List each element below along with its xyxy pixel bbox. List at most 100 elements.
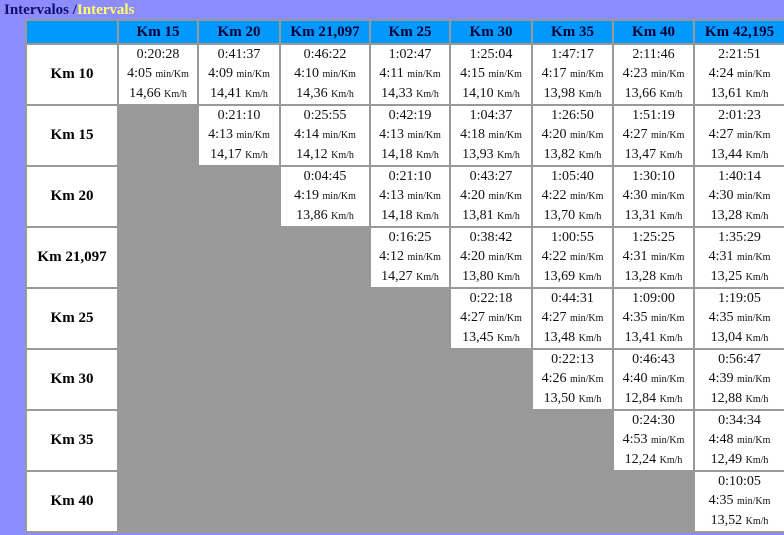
speed-value: 13,31 (624, 208, 657, 223)
speed-unit: Km/h (578, 89, 602, 100)
interval-pace: 4:30 min/Km (614, 186, 693, 206)
pace-value: 4:12 (379, 249, 405, 264)
interval-pace: 4:20 min/Km (451, 186, 531, 206)
column-header: Km 30 (451, 21, 531, 43)
pace-unit: min/Km (651, 69, 685, 80)
speed-unit: Km/h (659, 150, 683, 161)
speed-unit: Km/h (745, 272, 769, 283)
interval-speed: 14,33 Km/h (371, 84, 449, 104)
table-row: Km 25 0:22:18 4:27 min/Km 13,45 Km/h 0:44:31… (27, 289, 784, 348)
pace-unit: min/Km (570, 252, 604, 263)
pace-value: 4:14 (294, 127, 320, 142)
pace-value: 4:27 (541, 310, 567, 325)
interval-pace: 4:20 min/Km (451, 247, 531, 267)
pace-unit: min/Km (737, 130, 771, 141)
interval-time: 0:20:28 (136, 47, 180, 62)
pace-unit: min/Km (407, 191, 441, 202)
interval-pace: 4:05 min/Km (119, 64, 197, 84)
speed-value: 13,66 (624, 86, 657, 101)
pace-value: 4:10 (294, 66, 320, 81)
speed-unit: Km/h (659, 89, 683, 100)
interval-speed: 14,18 Km/h (371, 145, 449, 165)
empty-cell (119, 350, 197, 409)
interval-pace: 4:09 min/Km (199, 64, 279, 84)
interval-speed: 13,81 Km/h (451, 206, 531, 226)
interval-cell: 0:56:47 4:39 min/Km 12,88 Km/h (695, 350, 784, 409)
speed-value: 13,48 (543, 330, 576, 345)
empty-cell (371, 411, 449, 470)
interval-cell: 0:22:18 4:27 min/Km 13,45 Km/h (451, 289, 531, 348)
pace-unit: min/Km (737, 496, 771, 507)
speed-value: 14,17 (210, 147, 242, 162)
interval-cell: 1:25:25 4:31 min/Km 13,28 Km/h (614, 228, 693, 287)
interval-cell: 0:44:31 4:27 min/Km 13,48 Km/h (533, 289, 612, 348)
speed-unit: Km/h (245, 150, 268, 161)
speed-unit: Km/h (497, 211, 520, 222)
pace-unit: min/Km (407, 252, 441, 263)
speed-value: 13,61 (710, 86, 743, 101)
speed-value: 14,18 (381, 208, 413, 223)
interval-cell: 0:20:28 4:05 min/Km 14,66 Km/h (119, 45, 197, 104)
speed-unit: Km/h (745, 150, 769, 161)
interval-cell: 0:24:30 4:53 min/Km 12,24 Km/h (614, 411, 693, 470)
speed-value: 13,86 (296, 208, 328, 223)
pace-unit: min/Km (322, 69, 356, 80)
speed-unit: Km/h (659, 394, 683, 405)
interval-pace: 4:48 min/Km (695, 430, 784, 450)
interval-time: 0:41:37 (217, 47, 261, 62)
speed-value: 13,82 (543, 147, 576, 162)
interval-pace: 4:27 min/Km (614, 125, 693, 145)
interval-time: 0:46:22 (303, 47, 347, 62)
interval-time: 0:44:31 (551, 291, 594, 306)
speed-value: 12,24 (624, 452, 657, 467)
interval-pace: 4:22 min/Km (533, 247, 612, 267)
interval-time: 2:21:51 (718, 47, 761, 62)
interval-pace: 4:30 min/Km (695, 186, 784, 206)
pace-unit: min/Km (570, 130, 604, 141)
pace-value: 4:18 (460, 127, 486, 142)
column-header: Km 42,195 (695, 21, 784, 43)
pace-unit: min/Km (488, 313, 522, 324)
pace-unit: min/Km (488, 191, 522, 202)
interval-pace: 4:14 min/Km (281, 125, 369, 145)
interval-speed: 13,93 Km/h (451, 145, 531, 165)
interval-speed: 14,66 Km/h (119, 84, 197, 104)
interval-cell: 0:04:45 4:19 min/Km 13,86 Km/h (281, 167, 369, 226)
speed-value: 12,84 (624, 391, 657, 406)
speed-value: 13,80 (462, 269, 494, 284)
interval-speed: 12,24 Km/h (614, 450, 693, 470)
pace-value: 4:27 (708, 127, 734, 142)
interval-time: 1:02:47 (388, 47, 432, 62)
interval-cell: 1:19:05 4:35 min/Km 13,04 Km/h (695, 289, 784, 348)
speed-value: 14,33 (381, 86, 413, 101)
speed-unit: Km/h (578, 333, 602, 344)
pace-unit: min/Km (570, 313, 604, 324)
interval-pace: 4:15 min/Km (451, 64, 531, 84)
row-header: Km 35 (27, 411, 117, 470)
interval-cell: 1:02:47 4:11 min/Km 14,33 Km/h (371, 45, 449, 104)
table-row: Km 40 0:10:05 4:35 min/Km 13,52 Km/h (27, 472, 784, 531)
empty-cell (281, 350, 369, 409)
interval-cell: 0:22:13 4:26 min/Km 13,50 Km/h (533, 350, 612, 409)
pace-value: 4:19 (294, 188, 320, 203)
speed-unit: Km/h (497, 89, 520, 100)
empty-cell (119, 106, 197, 165)
pace-value: 4:27 (622, 127, 648, 142)
interval-time: 0:43:27 (469, 169, 513, 184)
speed-unit: Km/h (659, 455, 683, 466)
interval-speed: 14,27 Km/h (371, 267, 449, 287)
column-header: Km 25 (371, 21, 449, 43)
interval-cell: 0:43:27 4:20 min/Km 13,81 Km/h (451, 167, 531, 226)
pace-value: 4:31 (622, 249, 648, 264)
interval-pace: 4:27 min/Km (533, 308, 612, 328)
speed-value: 14,10 (462, 86, 494, 101)
row-header: Km 30 (27, 350, 117, 409)
speed-value: 13,47 (624, 147, 657, 162)
pace-value: 4:13 (208, 127, 234, 142)
table-row: Km 35 0:24:30 4:53 min/Km 12,24 Km/h 0:34:34… (27, 411, 784, 470)
interval-pace: 4:27 min/Km (451, 308, 531, 328)
interval-time: 1:00:55 (551, 230, 594, 245)
pace-value: 4:23 (622, 66, 648, 81)
interval-pace: 4:31 min/Km (614, 247, 693, 267)
header-row: Km 15 Km 20 Km 21,097 Km 25 Km 30 Km 35 Km 40 K… (27, 21, 784, 43)
